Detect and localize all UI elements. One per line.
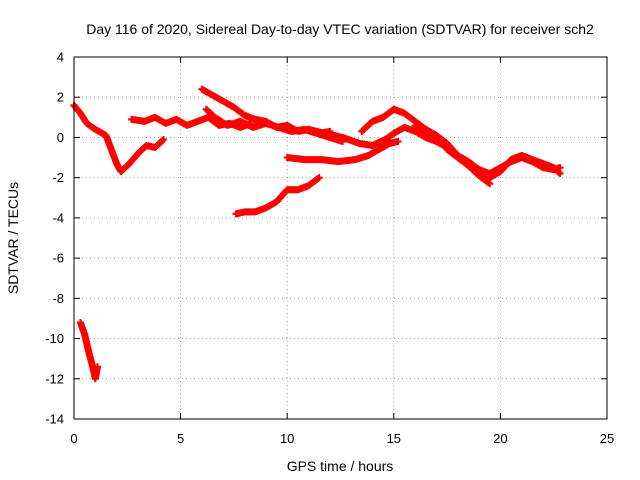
y-tick-label: -4	[52, 210, 64, 225]
series-sat-a	[70, 101, 168, 176]
y-tick-label: -12	[45, 371, 64, 386]
x-tick-label: 5	[177, 431, 184, 446]
series-sat-f	[232, 174, 323, 218]
plot-frame	[73, 56, 608, 420]
data-point	[556, 170, 564, 178]
y-tick-label: -6	[52, 251, 64, 266]
x-axis-label: GPS time / hours	[287, 458, 394, 474]
data-point	[160, 135, 168, 143]
series-sat-g	[283, 137, 402, 166]
x-tick-label: 10	[280, 431, 294, 446]
y-tick-label: 4	[57, 50, 64, 65]
data-point	[158, 136, 166, 144]
x-tick-label: 0	[70, 431, 77, 446]
y-tick-label: -2	[52, 170, 64, 185]
axis-ticks: 0 5 10 15 20 25 -14 -12 -10 -8 -6 -4 -2 0 2 4	[45, 50, 614, 447]
series-sat-e	[202, 105, 347, 145]
data-point	[93, 363, 101, 371]
y-tick-label: -10	[45, 331, 64, 346]
grid-lines	[74, 57, 607, 419]
x-tick-label: 15	[387, 431, 401, 446]
data-point	[394, 137, 402, 145]
y-tick-label: -8	[52, 291, 64, 306]
data-point	[556, 164, 564, 172]
series-sat-k	[443, 146, 564, 178]
y-tick-label: 2	[57, 90, 64, 105]
data-point	[486, 180, 494, 188]
y-axis-label: SDTVAR / TECUs	[5, 182, 21, 294]
y-tick-label: -14	[45, 412, 64, 427]
data-series	[70, 85, 564, 383]
y-tick-label: 0	[57, 130, 64, 145]
x-tick-label: 25	[600, 431, 614, 446]
x-tick-label: 20	[493, 431, 507, 446]
series-sat-h	[305, 123, 440, 149]
chart-title: Day 116 of 2020, Sidereal Day-to-day VTE…	[86, 21, 594, 37]
series-sat-b	[76, 318, 101, 383]
data-point	[315, 174, 323, 182]
